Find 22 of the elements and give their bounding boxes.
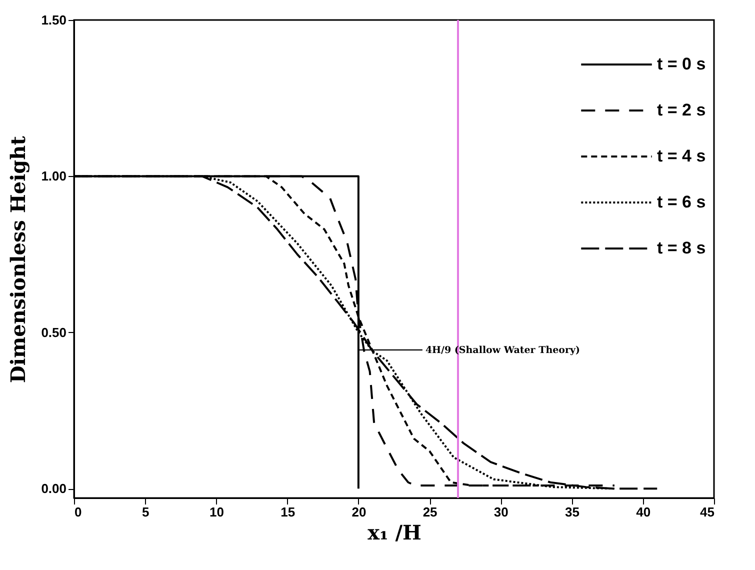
x-tick-label: 30 bbox=[494, 504, 508, 520]
legend-label: t = 8 s bbox=[657, 238, 706, 258]
x-tick-label: 45 bbox=[700, 504, 714, 520]
x-tick-label: 5 bbox=[142, 504, 150, 520]
y-tick-label: 1.00 bbox=[41, 168, 66, 184]
x-tick-label: 40 bbox=[636, 504, 651, 520]
legend-label: t = 6 s bbox=[657, 192, 706, 212]
legend-label: t = 4 s bbox=[657, 146, 706, 166]
x-tick-label: 10 bbox=[209, 504, 224, 520]
y-axis-title: Dimensionless Height bbox=[6, 135, 30, 383]
y-tick-label: 0.50 bbox=[41, 324, 66, 340]
x-tick-label: 25 bbox=[422, 504, 438, 520]
y-tick-label: 1.50 bbox=[41, 12, 66, 28]
annotation: 4H/9 (Shallow Water Theory) bbox=[425, 344, 580, 356]
y-tick-label: 0.00 bbox=[41, 481, 66, 496]
x-axis-title: x₁ /H bbox=[368, 520, 422, 544]
legend-label: t = 0 s bbox=[657, 54, 706, 74]
x-tick-label: 20 bbox=[352, 504, 366, 520]
x-tick-label: 15 bbox=[280, 504, 296, 520]
legend-label: t = 2 s bbox=[657, 100, 706, 120]
x-tick-label: 35 bbox=[565, 504, 580, 520]
x-tick-label: 0 bbox=[74, 504, 82, 520]
